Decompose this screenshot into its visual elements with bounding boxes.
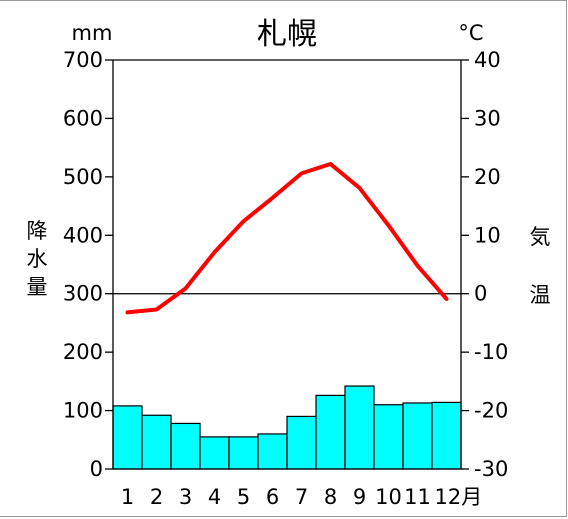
precipitation-bar	[286, 415, 317, 470]
right-tick-label: 0	[474, 282, 487, 306]
precipitation-bar	[170, 422, 201, 470]
month-label: 11	[404, 485, 431, 509]
chart-title: 札幌	[257, 17, 317, 52]
left-axis-label-char-3: 量	[27, 275, 48, 299]
precipitation-bar	[315, 394, 346, 470]
temperature-line	[125, 162, 449, 315]
month-label: 4	[208, 485, 221, 509]
month-label: 1	[121, 485, 134, 509]
right-tick-label: 20	[474, 165, 501, 189]
right-tick-label: -10	[474, 340, 508, 364]
right-axis-label-char-2: 温	[530, 283, 551, 307]
precipitation-bar	[257, 433, 288, 470]
month-label: 9	[353, 485, 366, 509]
month-label: 8	[324, 485, 337, 509]
left-axis-unit: mm	[72, 21, 113, 45]
left-axis-ticks: 700 600 500 400 300 200 100 0	[63, 48, 113, 481]
left-axis-label-char-2: 水	[27, 247, 48, 271]
month-label: 5	[237, 485, 250, 509]
precipitation-bar	[112, 405, 143, 470]
month-label: 2	[150, 485, 163, 509]
left-tick-label: 100	[63, 399, 103, 423]
left-tick-label: 200	[63, 340, 103, 364]
left-axis-label-char-1: 降	[27, 219, 48, 243]
right-tick-label: 10	[474, 223, 501, 247]
month-label: 10	[375, 485, 402, 509]
precipitation-bar	[228, 436, 259, 470]
month-label: 12月	[435, 485, 483, 509]
left-tick-label: 600	[63, 106, 103, 130]
month-label: 3	[179, 485, 192, 509]
precipitation-bar	[402, 402, 433, 470]
right-axis-label-char-1: 気	[530, 225, 551, 249]
chart-axes	[112, 59, 462, 470]
left-tick-label: 0	[90, 457, 103, 481]
left-tick-label: 400	[63, 223, 103, 247]
month-label: 6	[266, 485, 279, 509]
left-tick-label: 300	[63, 282, 103, 306]
right-tick-label: -30	[474, 457, 508, 481]
left-tick-label: 700	[63, 48, 103, 72]
precipitation-bar	[344, 385, 375, 470]
precipitation-bar	[141, 414, 172, 470]
month-label: 7	[295, 485, 308, 509]
precipitation-bar	[431, 401, 462, 470]
right-tick-label: -20	[474, 399, 508, 423]
precipitation-bar	[373, 404, 404, 470]
precipitation-bars	[112, 385, 462, 470]
left-tick-label: 500	[63, 165, 103, 189]
right-axis-ticks: 40 30 20 10 0 -10 -20 -30	[461, 48, 508, 481]
right-tick-label: 30	[474, 106, 501, 130]
right-tick-label: 40	[474, 48, 501, 72]
right-axis-unit: °C	[458, 21, 483, 45]
temperature-series	[125, 162, 449, 315]
x-axis-labels: 1 2 3 4 5 6 7 8 9 10 11 12月	[121, 485, 482, 509]
precipitation-bar	[199, 436, 230, 470]
